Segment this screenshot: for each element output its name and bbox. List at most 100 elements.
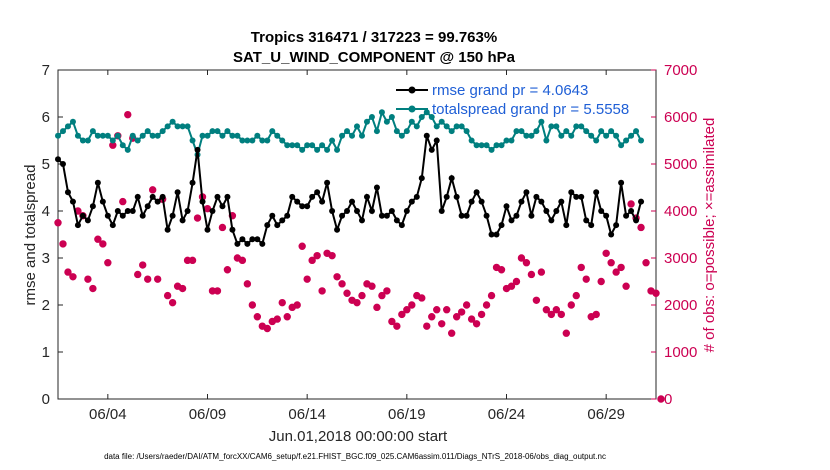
obs-possible-point bbox=[482, 301, 491, 309]
rmse-point bbox=[523, 189, 530, 196]
rmse-point bbox=[134, 193, 141, 200]
rmse-point bbox=[159, 193, 166, 200]
totalspread-point bbox=[443, 123, 450, 130]
y-tick-label-left: 4 bbox=[42, 203, 50, 220]
totalspread-point bbox=[428, 114, 435, 120]
obs-possible-point bbox=[308, 256, 316, 265]
rmse-point bbox=[204, 226, 211, 233]
obs-possible-point bbox=[572, 291, 580, 300]
rmse-point bbox=[189, 179, 196, 186]
legend-label: rmse grand pr = 4.0643 bbox=[432, 82, 588, 99]
totalspread-point bbox=[598, 128, 605, 135]
y-axis-label-right: # of obs: o=possible; ×=assimilated bbox=[701, 118, 718, 353]
obs-possible-point bbox=[124, 110, 132, 119]
obs-possible-point bbox=[577, 263, 585, 272]
obs-possible-point bbox=[532, 296, 541, 304]
obs-possible-point bbox=[298, 242, 306, 250]
obs-possible-point bbox=[438, 320, 446, 328]
y-tick-label-left: 6 bbox=[42, 109, 50, 126]
obs-possible-point bbox=[213, 287, 222, 295]
y-tick-label-left: 2 bbox=[42, 297, 50, 314]
legend-label: totalspread grand pr = 5.5558 bbox=[432, 101, 629, 118]
totalspread-point bbox=[224, 128, 231, 135]
obs-possible-point bbox=[139, 261, 147, 269]
obs-possible-point bbox=[148, 186, 157, 194]
y-tick-label-left: 0 bbox=[42, 391, 50, 408]
rmse-point bbox=[493, 231, 500, 238]
x-tick-label: 06/04 bbox=[89, 406, 127, 423]
chart-title-line2: SAT_U_WIND_COMPONENT @ 150 hPa bbox=[233, 49, 516, 66]
rmse-point bbox=[129, 208, 136, 214]
rmse-point bbox=[413, 193, 420, 200]
x-tick-label: 06/14 bbox=[288, 406, 326, 423]
obs-possible-point bbox=[447, 329, 456, 337]
rmse-point bbox=[269, 212, 276, 219]
rmse-point bbox=[329, 208, 336, 214]
totalspread-point bbox=[149, 132, 156, 139]
rmse-point bbox=[533, 193, 540, 200]
rmse-point bbox=[139, 212, 146, 219]
totalspread-point bbox=[618, 142, 625, 149]
obs-possible-point bbox=[54, 219, 62, 227]
totalspread-point bbox=[74, 132, 81, 139]
totalspread-point bbox=[159, 128, 166, 135]
totalspread-point bbox=[314, 146, 321, 153]
totalspread-point bbox=[463, 128, 470, 135]
obs-possible-point bbox=[313, 251, 321, 260]
totalspread-point bbox=[468, 137, 475, 144]
rmse-point bbox=[214, 193, 221, 200]
totalspread-point bbox=[344, 128, 351, 135]
obs-possible-point bbox=[388, 317, 396, 326]
obs-possible-point bbox=[403, 306, 411, 314]
rmse-point bbox=[259, 240, 266, 247]
rmse-point bbox=[483, 212, 490, 219]
rmse-point bbox=[443, 193, 450, 200]
totalspread-point bbox=[94, 132, 101, 139]
obs-possible-point bbox=[657, 395, 665, 403]
obs-possible-point bbox=[243, 280, 252, 288]
rmse-point bbox=[503, 203, 510, 210]
totalspread-point bbox=[373, 128, 380, 135]
data-file-footer: data file: /Users/raeder/DAI/ATM_forcXX/… bbox=[104, 452, 606, 461]
rmse-point bbox=[423, 132, 430, 139]
totalspread-point bbox=[264, 137, 271, 144]
obs-possible-point bbox=[517, 254, 526, 262]
rmse-point bbox=[383, 212, 390, 219]
rmse-point bbox=[124, 208, 131, 214]
totalspread-point bbox=[129, 132, 136, 139]
totalspread-point bbox=[104, 132, 111, 139]
legend-marker bbox=[408, 105, 416, 113]
totalspread-point bbox=[134, 137, 141, 144]
obs-possible-point bbox=[273, 315, 281, 323]
y-tick-label-right: 7000 bbox=[664, 62, 697, 79]
obs-possible-point bbox=[253, 313, 262, 321]
rmse-point bbox=[508, 217, 515, 224]
totalspread-point bbox=[79, 137, 86, 144]
obs-possible-point bbox=[527, 270, 536, 279]
rmse-point bbox=[169, 212, 176, 219]
rmse-point bbox=[463, 212, 470, 219]
totalspread-point bbox=[209, 128, 216, 135]
totalspread-point bbox=[633, 128, 640, 135]
obs-possible-point bbox=[248, 301, 257, 309]
rmse-point bbox=[164, 226, 171, 233]
totalspread-point bbox=[358, 132, 365, 139]
totalspread-point bbox=[433, 123, 440, 130]
totalspread-point bbox=[558, 132, 565, 139]
obs-possible-point bbox=[542, 306, 551, 314]
rmse-point bbox=[453, 193, 460, 200]
totalspread-point bbox=[548, 123, 555, 130]
rmse-point bbox=[543, 208, 550, 214]
totalspread-point bbox=[114, 132, 121, 139]
totalspread-point bbox=[234, 132, 241, 139]
rmse-point bbox=[319, 198, 326, 205]
rmse-point bbox=[638, 198, 645, 205]
obs-possible-point bbox=[368, 282, 376, 290]
totalspread-point bbox=[55, 132, 61, 139]
rmse-point bbox=[289, 193, 296, 200]
totalspread-point bbox=[354, 123, 360, 130]
obs-possible-point bbox=[318, 287, 326, 295]
rmse-point bbox=[438, 208, 445, 214]
obs-possible-point bbox=[69, 273, 77, 281]
obs-possible-point bbox=[477, 310, 486, 319]
